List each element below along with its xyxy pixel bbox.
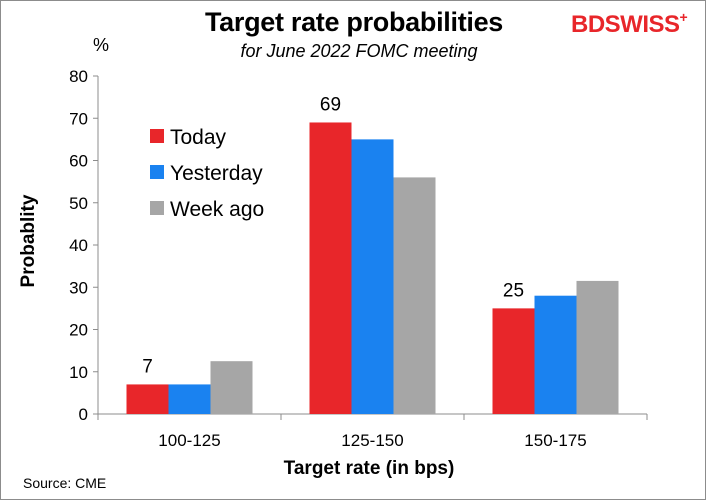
bar: [309, 122, 352, 414]
x-tick-label: 125-150: [341, 431, 403, 450]
brand-name: BDSWISS: [571, 11, 680, 38]
bar: [492, 308, 535, 414]
source-note: Source: CME: [23, 475, 107, 491]
data-label: 25: [503, 280, 524, 301]
legend: Today Yesterday Week ago: [150, 126, 264, 221]
bar: [534, 295, 577, 414]
bar: [576, 280, 619, 414]
legend-swatch: [150, 165, 164, 179]
x-tick-label: 150-175: [524, 431, 586, 450]
y-axis-unit: %: [93, 35, 110, 55]
y-tick-label: 0: [79, 405, 88, 424]
y-axis-label: Probablity: [18, 194, 39, 287]
y-tick-label: 60: [69, 152, 88, 171]
legend-swatch: [150, 201, 164, 215]
legend-label: Yesterday: [170, 162, 263, 185]
bar: [351, 139, 394, 414]
bar: [168, 384, 211, 414]
data-label: 69: [320, 94, 341, 115]
y-tick-label: 70: [69, 109, 88, 128]
y-tick-label: 80: [69, 67, 88, 86]
data-labels: 7 69 25: [142, 94, 524, 377]
y-tick-label: 40: [69, 236, 88, 255]
y-tick-label: 10: [69, 363, 88, 382]
chart-title: Target rate probabilities: [204, 7, 504, 37]
x-tick-label: 100-125: [158, 431, 220, 450]
bar: [126, 384, 169, 414]
bar: [393, 177, 436, 414]
y-tick-label: 50: [69, 194, 88, 213]
brand-logo: BDSWISS+: [571, 9, 688, 39]
chart-subtitle: for June 2022 FOMC meeting: [240, 41, 478, 61]
bars: [126, 122, 619, 414]
brand-plus-icon: +: [679, 9, 688, 25]
legend-label: Week ago: [170, 198, 264, 221]
legend-swatch: [150, 129, 164, 143]
x-axis-label: Target rate (in bps): [284, 458, 455, 479]
data-label: 7: [142, 356, 153, 377]
y-tick-label: 30: [69, 278, 88, 297]
legend-label: Today: [170, 126, 227, 149]
bar: [210, 361, 253, 414]
y-tick-label: 20: [69, 321, 88, 340]
